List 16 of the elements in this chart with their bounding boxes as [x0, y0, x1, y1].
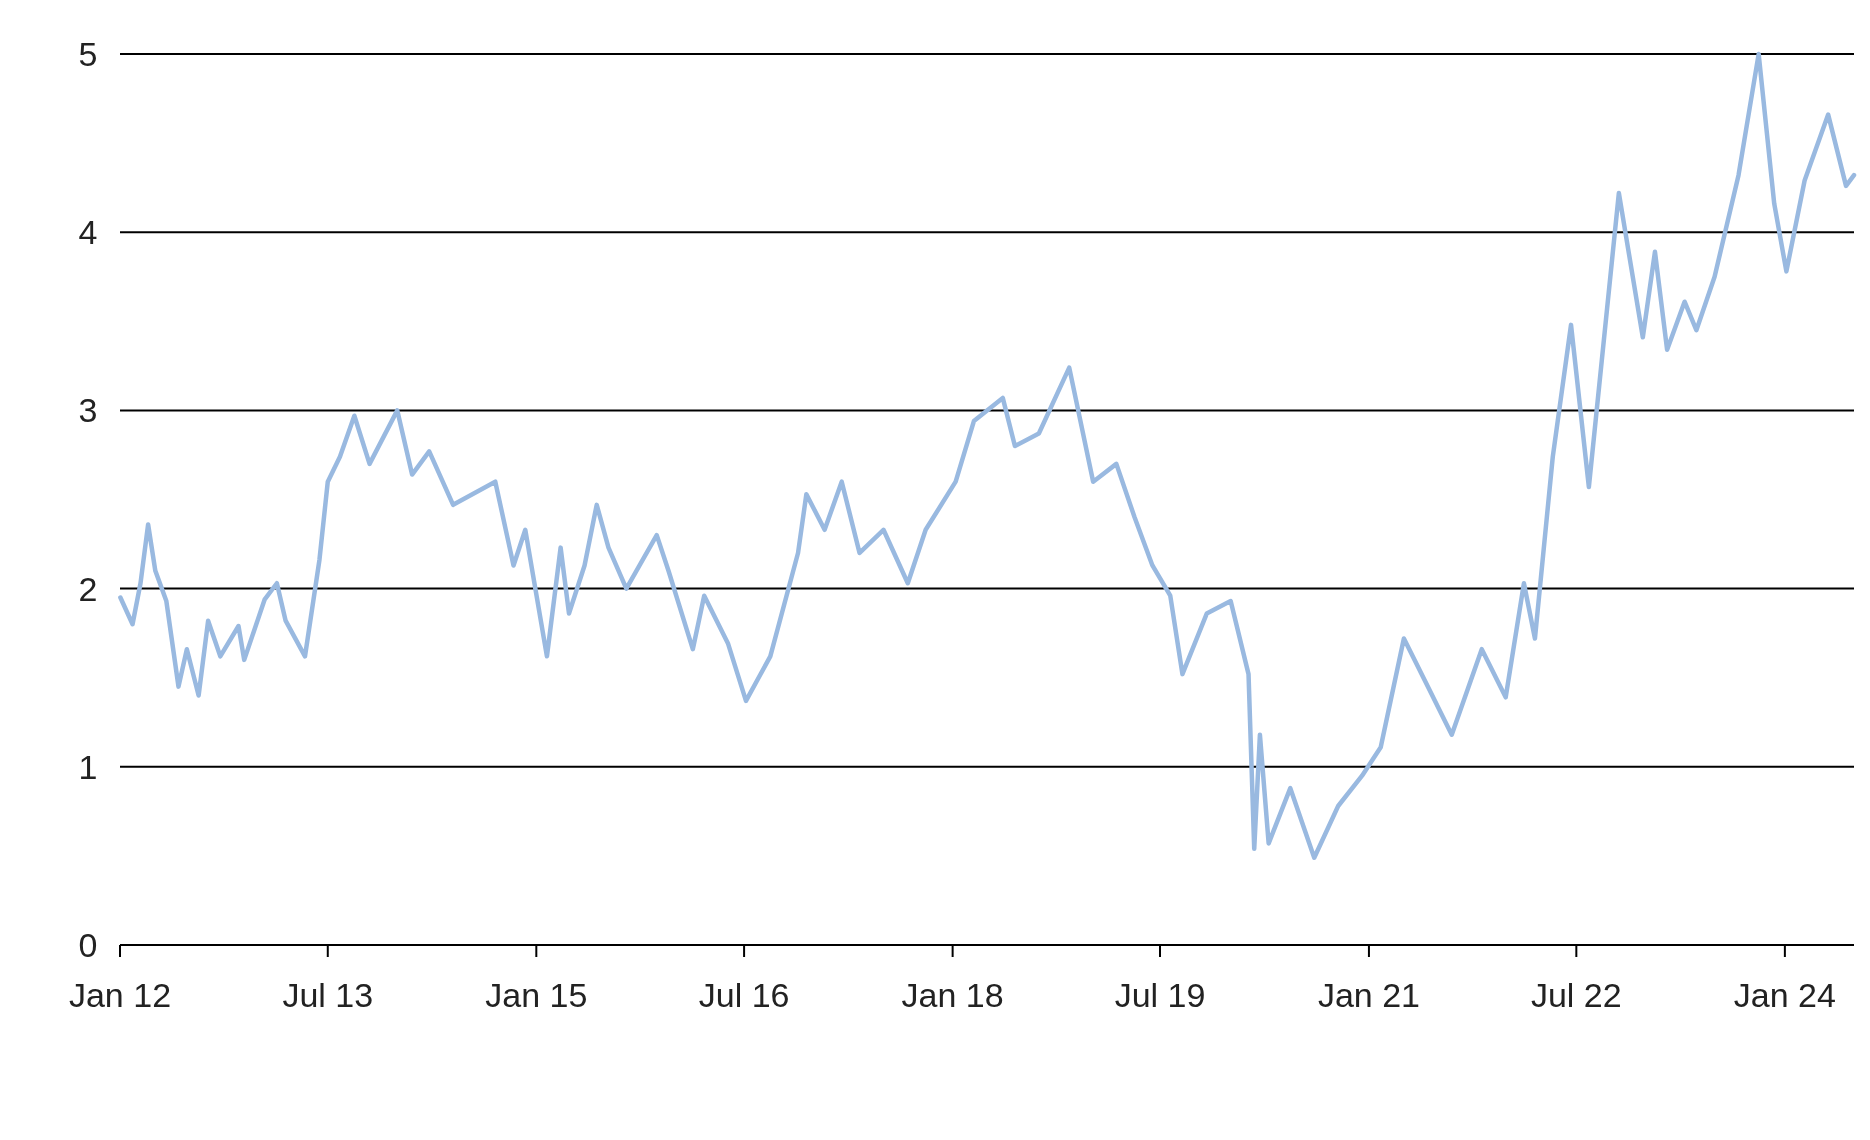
- y-tick-label: 4: [78, 213, 98, 252]
- x-tick-label: Jan 18: [901, 976, 1004, 1014]
- x-tick-label: Jan 12: [68, 976, 172, 1014]
- line-series: [118, 51, 1857, 860]
- x-tick-label: Jul 16: [698, 976, 790, 1014]
- y-tick-label: 5: [78, 34, 98, 73]
- x-tick-label: Jan 15: [485, 976, 588, 1014]
- y-tick-label: 1: [78, 747, 98, 786]
- y-tick-label: 3: [78, 391, 98, 430]
- x-tick-label: Jul 13: [282, 976, 374, 1014]
- x-tick-label: Jan 21: [1317, 976, 1420, 1014]
- x-tick-label: Jan 24: [1733, 976, 1836, 1014]
- y-tick-label: 0: [78, 925, 98, 964]
- y-tick-label: 2: [78, 569, 98, 608]
- x-tick-label: Jul 22: [1530, 976, 1622, 1014]
- x-tick-label: Jul 19: [1114, 976, 1206, 1014]
